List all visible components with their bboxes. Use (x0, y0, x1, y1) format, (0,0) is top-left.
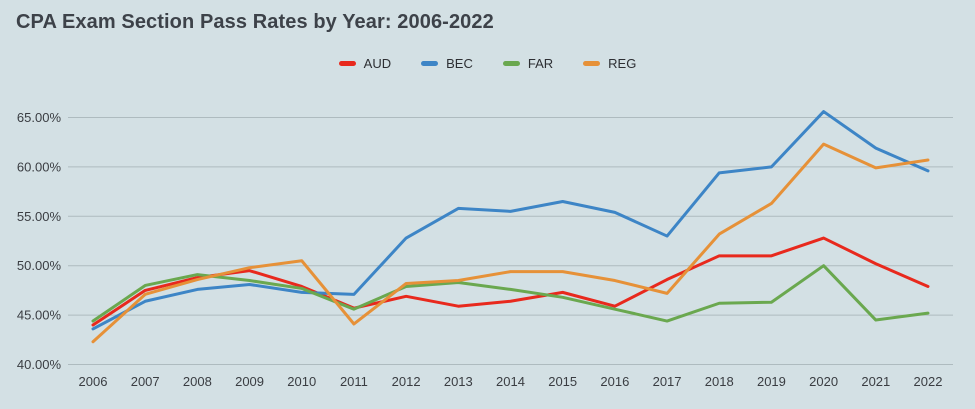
series-line-reg (91, 142, 930, 344)
far-color-swatch (502, 61, 520, 66)
y-axis-tick-label: 50.00% (17, 258, 62, 273)
reg-color-swatch (583, 61, 601, 66)
x-axis-tick-label: 2022 (914, 374, 943, 389)
legend-label-far: FAR (527, 56, 554, 71)
x-axis-tick-label: 2007 (131, 374, 160, 389)
series-line-bec (91, 110, 930, 331)
x-axis-tick-label: 2018 (705, 374, 734, 389)
legend-label-bec: BEC (446, 56, 473, 71)
x-axis-tick-label: 2019 (757, 374, 786, 389)
chart-legend: AUD BEC FAR REG (0, 56, 975, 71)
legend-item-bec[interactable]: BEC (421, 56, 473, 71)
legend-label-reg: REG (608, 56, 637, 71)
x-axis-tick-label: 2006 (79, 374, 108, 389)
x-axis-tick-label: 2021 (861, 374, 890, 389)
legend-item-reg[interactable]: REG (583, 56, 636, 71)
y-axis-tick-label: 55.00% (17, 209, 62, 224)
aud-color-swatch (338, 61, 356, 66)
y-axis-tick-label: 40.00% (17, 357, 62, 372)
x-axis-tick-label: 2012 (392, 374, 421, 389)
x-axis-tick-label: 2014 (496, 374, 525, 389)
legend-label-aud: AUD (363, 56, 392, 71)
chart-title: CPA Exam Section Pass Rates by Year: 200… (16, 11, 494, 33)
x-axis-tick-label: 2017 (653, 374, 682, 389)
x-axis-tick-label: 2013 (444, 374, 473, 389)
y-axis-tick-label: 60.00% (17, 159, 62, 174)
legend-item-far[interactable]: FAR (502, 56, 554, 71)
x-axis-tick-label: 2009 (235, 374, 264, 389)
bec-color-swatch (421, 61, 439, 66)
x-axis-tick-label: 2010 (287, 374, 316, 389)
series-line-far (91, 264, 930, 323)
x-axis-tick-label: 2016 (600, 374, 629, 389)
x-axis-tick-label: 2011 (340, 374, 368, 389)
x-axis-tick-label: 2008 (183, 374, 212, 389)
legend-item-aud[interactable]: AUD (338, 56, 392, 71)
y-axis-tick-label: 65.00% (17, 110, 62, 125)
y-axis-tick-label: 45.00% (17, 308, 62, 323)
x-axis-tick-label: 2020 (809, 374, 838, 389)
x-axis-tick-label: 2015 (548, 374, 577, 389)
